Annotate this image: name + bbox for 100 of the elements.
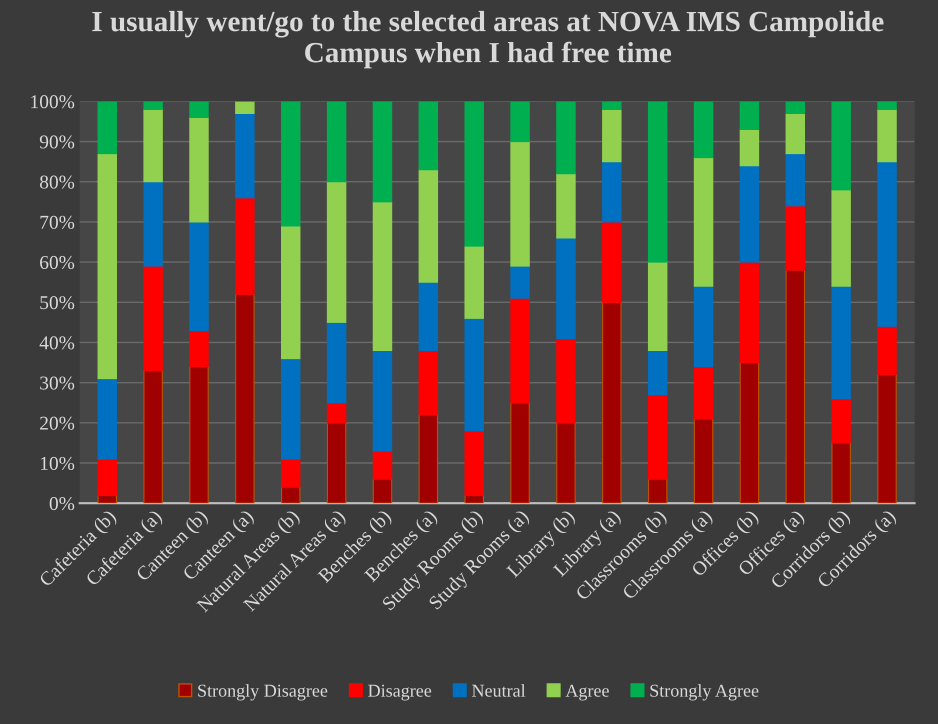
legend-label: Strongly Agree [650, 684, 758, 701]
bar [98, 101, 117, 154]
bar [786, 270, 806, 504]
y-tick-label: 20% [40, 416, 74, 430]
bar [877, 374, 897, 504]
bar [510, 101, 530, 142]
bar [464, 318, 484, 432]
bar [602, 302, 622, 504]
bar [326, 181, 346, 323]
bar [143, 108, 163, 182]
bar [143, 181, 163, 267]
bar [98, 153, 117, 380]
legend-label: Disagree [368, 684, 432, 701]
bar [648, 101, 668, 263]
bar [418, 101, 438, 170]
bar [189, 330, 209, 368]
bar [281, 358, 300, 460]
y-tick-label: 10% [40, 456, 74, 470]
bar [372, 450, 392, 480]
bar [143, 101, 163, 110]
bar [235, 112, 255, 198]
bar [464, 101, 484, 247]
bar [326, 101, 346, 182]
bar [831, 398, 851, 444]
bar [326, 422, 346, 504]
bar [510, 298, 530, 404]
bar [418, 169, 438, 283]
bar [235, 294, 255, 504]
bar [556, 101, 576, 174]
y-tick-label: 90% [40, 135, 74, 149]
bar [740, 128, 760, 166]
bar [98, 458, 117, 496]
chart-title: I usually went/go to the selected areas at NOVA IMS Campolide Campus when I had free time [92, 10, 884, 68]
bar [694, 101, 714, 158]
bar [418, 282, 438, 352]
bar [98, 378, 117, 460]
bar [510, 140, 530, 267]
bar [143, 266, 163, 372]
bar [143, 370, 163, 504]
legend-label: Agree [566, 684, 609, 701]
bar [281, 458, 300, 488]
bar [464, 430, 484, 496]
bar [235, 101, 255, 114]
bar [786, 101, 806, 114]
bar [740, 101, 760, 130]
bar [418, 414, 438, 504]
bar [740, 262, 760, 364]
y-tick-label: 60% [40, 256, 74, 270]
bar [694, 157, 714, 287]
y-tick-label: 80% [40, 176, 74, 189]
bar [281, 486, 300, 504]
bar [510, 402, 530, 504]
bar [648, 478, 668, 504]
bar [694, 286, 714, 368]
bar [235, 197, 255, 295]
bar [418, 350, 438, 416]
y-tick-label: 0% [50, 496, 74, 510]
bar [877, 326, 897, 376]
y-tick-label: 30% [40, 376, 74, 390]
bar [372, 101, 392, 202]
bar [602, 221, 622, 303]
bar [602, 101, 622, 110]
bar [556, 422, 576, 504]
y-tick-label: 50% [40, 296, 74, 310]
bar [556, 173, 576, 239]
bar [786, 112, 806, 154]
legend-label: Neutral [472, 684, 526, 697]
bar [189, 116, 209, 222]
bar [831, 101, 851, 190]
bar [786, 153, 806, 206]
bar [510, 266, 530, 299]
bar [740, 165, 760, 263]
bar [464, 245, 484, 319]
bar [281, 225, 300, 360]
bar [326, 402, 346, 424]
bar [372, 478, 392, 504]
bar [189, 366, 209, 504]
bar [877, 108, 897, 162]
bar [556, 237, 576, 339]
bar [694, 366, 714, 420]
bar [877, 161, 897, 327]
bar [281, 101, 300, 226]
bar [694, 418, 714, 504]
bar [372, 350, 392, 452]
bar [648, 394, 668, 480]
bar [602, 108, 622, 162]
bar [831, 442, 851, 504]
y-tick-label: 70% [40, 216, 74, 229]
bar [189, 101, 209, 118]
bar [786, 205, 806, 271]
bar [877, 101, 897, 110]
bar [372, 201, 392, 352]
y-tick-label: 40% [40, 336, 74, 350]
bar [740, 362, 760, 504]
bar [648, 350, 668, 396]
bar [556, 338, 576, 424]
bar [189, 221, 209, 331]
bar [602, 161, 622, 222]
legend-label: Strongly Disagree [198, 684, 328, 701]
bar [326, 322, 346, 404]
